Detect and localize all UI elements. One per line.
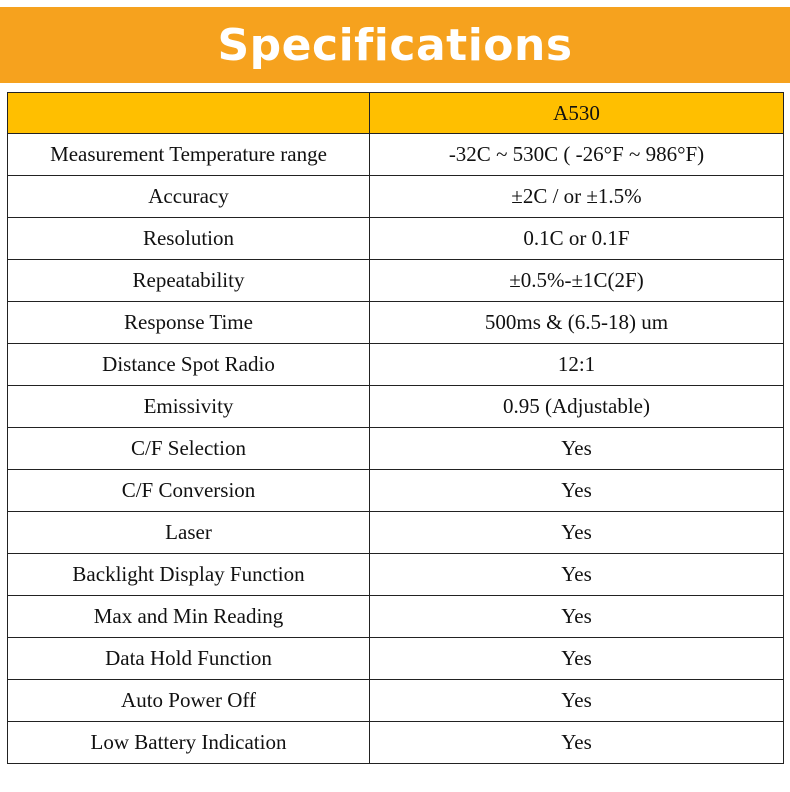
spec-label-cell: Repeatability	[7, 259, 370, 302]
spec-label-cell: Accuracy	[7, 175, 370, 218]
table-row: Emissivity 0.95 (Adjustable)	[7, 385, 784, 428]
spec-value-cell: Yes	[369, 553, 784, 596]
spec-value-cell: 0.1C or 0.1F	[369, 217, 784, 260]
spec-value-cell: Yes	[369, 469, 784, 512]
table-header-cell: A530	[369, 92, 784, 134]
spec-label-cell: Data Hold Function	[7, 637, 370, 680]
spec-label-cell: Measurement Temperature range	[7, 133, 370, 176]
spec-label-cell: C/F Selection	[7, 427, 370, 470]
spec-label-cell: Backlight Display Function	[7, 553, 370, 596]
spec-value-cell: Yes	[369, 595, 784, 638]
spec-label-cell: Resolution	[7, 217, 370, 260]
table-row: Resolution 0.1C or 0.1F	[7, 217, 784, 260]
table-row: Laser Yes	[7, 511, 784, 554]
table-row: Low Battery Indication Yes	[7, 721, 784, 764]
title-banner: Specifications	[0, 7, 790, 83]
spec-label-cell: C/F Conversion	[7, 469, 370, 512]
table-row: C/F Conversion Yes	[7, 469, 784, 512]
spec-value-cell: ±0.5%-±1C(2F)	[369, 259, 784, 302]
spec-value-cell: Yes	[369, 721, 784, 764]
spec-label-cell: Low Battery Indication	[7, 721, 370, 764]
specifications-table-body: A530 Measurement Temperature range -32C ~…	[7, 92, 784, 764]
spec-value-cell: 12:1	[369, 343, 784, 386]
spec-value-cell: 0.95 (Adjustable)	[369, 385, 784, 428]
table-row: Data Hold Function Yes	[7, 637, 784, 680]
table-row: Response Time 500ms & (6.5-18) um	[7, 301, 784, 344]
spec-label-cell: Emissivity	[7, 385, 370, 428]
table-row: Accuracy ±2C / or ±1.5%	[7, 175, 784, 218]
table-header-row: A530	[7, 92, 784, 134]
table-header-cell	[7, 92, 370, 134]
spec-value-cell: 500ms & (6.5-18) um	[369, 301, 784, 344]
spec-value-cell: Yes	[369, 637, 784, 680]
specifications-table: A530 Measurement Temperature range -32C ~…	[7, 92, 784, 764]
spec-label-cell: Max and Min Reading	[7, 595, 370, 638]
spec-value-cell: Yes	[369, 679, 784, 722]
table-row: Distance Spot Radio 12:1	[7, 343, 784, 386]
spec-value-cell: Yes	[369, 511, 784, 554]
table-row: Backlight Display Function Yes	[7, 553, 784, 596]
spec-label-cell: Laser	[7, 511, 370, 554]
spec-label-cell: Response Time	[7, 301, 370, 344]
spec-label-cell: Distance Spot Radio	[7, 343, 370, 386]
spec-label-cell: Auto Power Off	[7, 679, 370, 722]
spec-value-cell: Yes	[369, 427, 784, 470]
table-row: Repeatability ±0.5%-±1C(2F)	[7, 259, 784, 302]
page-title: Specifications	[217, 19, 573, 71]
table-row: Max and Min Reading Yes	[7, 595, 784, 638]
table-row: Auto Power Off Yes	[7, 679, 784, 722]
spec-value-cell: -32C ~ 530C ( -26°F ~ 986°F)	[369, 133, 784, 176]
table-row: C/F Selection Yes	[7, 427, 784, 470]
spec-value-cell: ±2C / or ±1.5%	[369, 175, 784, 218]
table-row: Measurement Temperature range -32C ~ 530C…	[7, 133, 784, 176]
